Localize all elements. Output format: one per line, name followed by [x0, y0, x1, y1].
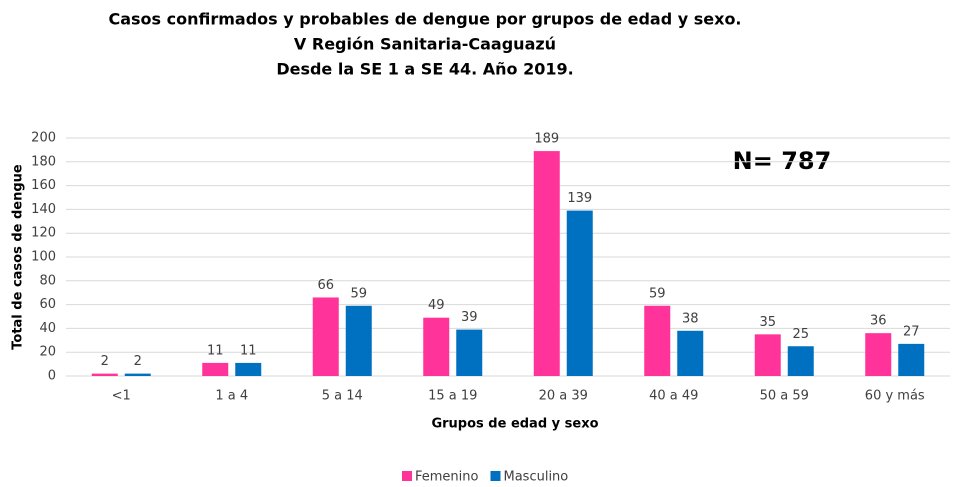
- x-axis-title: Grupos de edad y sexo: [431, 417, 598, 432]
- value-label: 59: [649, 286, 666, 301]
- bar: [345, 305, 372, 376]
- bar: [124, 373, 151, 376]
- x-tick-label: 5 a 14: [322, 389, 363, 404]
- legend-label: Masculino: [503, 470, 568, 485]
- bar: [202, 362, 229, 376]
- x-tick-label: 15 a 19: [428, 389, 477, 404]
- bar: [898, 343, 925, 376]
- y-tick-label: 60: [39, 297, 56, 312]
- y-tick-label: 40: [39, 321, 56, 336]
- y-tick-label: 20: [39, 345, 56, 360]
- value-label: 11: [207, 343, 224, 358]
- chart-title: Casos confirmados y probables de dengue …: [108, 10, 741, 29]
- x-tick-label: 60 y más: [865, 389, 925, 404]
- x-tick-label: 40 a 49: [649, 389, 698, 404]
- x-tick-label: 50 a 59: [760, 389, 809, 404]
- bar: [533, 151, 560, 376]
- value-label: 189: [534, 132, 559, 147]
- y-tick-label: 100: [31, 250, 56, 265]
- bar: [235, 362, 262, 376]
- value-label: 139: [567, 191, 592, 206]
- value-label: 25: [792, 327, 809, 342]
- y-tick-label: 160: [31, 178, 56, 193]
- bar: [644, 305, 671, 376]
- y-tick-label: 200: [31, 131, 56, 146]
- value-label: 59: [350, 286, 367, 301]
- x-tick-label: 20 a 39: [539, 389, 588, 404]
- value-label: 11: [240, 343, 257, 358]
- value-label: 2: [134, 354, 142, 369]
- bar: [423, 317, 450, 376]
- annotation: N= 787: [733, 147, 832, 175]
- y-axis-title: Total de casos de dengue: [11, 164, 26, 350]
- legend-swatch: [490, 471, 501, 481]
- x-tick-label: <1: [112, 389, 131, 404]
- value-label: 27: [903, 324, 920, 339]
- y-tick-label: 0: [48, 369, 56, 384]
- value-label: 36: [870, 314, 887, 329]
- value-label: 35: [759, 315, 776, 330]
- y-tick-label: 180: [31, 154, 56, 169]
- bar: [312, 297, 339, 376]
- chart-title: Desde la SE 1 a SE 44. Año 2019.: [276, 60, 573, 79]
- bar: [456, 329, 483, 376]
- value-label: 49: [428, 298, 445, 313]
- y-tick-label: 140: [31, 202, 56, 217]
- value-label: 38: [682, 311, 699, 326]
- value-label: 39: [461, 310, 478, 325]
- legend-label: Femenino: [415, 470, 479, 485]
- legend-swatch: [402, 471, 412, 481]
- bar: [787, 346, 814, 376]
- chart-title: V Región Sanitaria-Caaguazú: [294, 35, 556, 54]
- x-tick-label: 1 a 4: [215, 389, 248, 404]
- bar: [865, 333, 892, 376]
- y-tick-label: 80: [39, 273, 56, 288]
- bar: [566, 210, 593, 376]
- value-label: 2: [101, 354, 109, 369]
- bar: [754, 334, 781, 376]
- bar: [91, 373, 118, 376]
- y-tick-label: 120: [31, 226, 56, 241]
- value-label: 66: [317, 278, 334, 293]
- bar: [677, 330, 704, 376]
